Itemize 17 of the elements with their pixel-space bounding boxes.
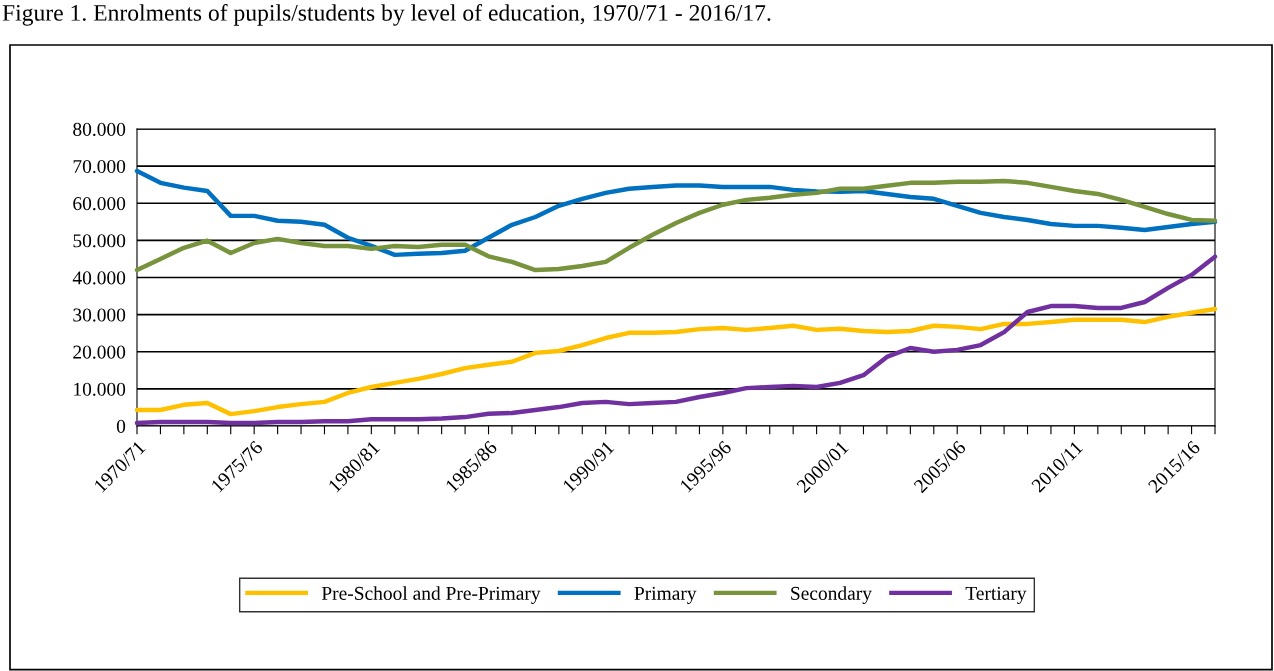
y-tick-label: 10.000 <box>74 382 126 396</box>
y-tick-label: 30.000 <box>73 308 126 322</box>
y-tick-label: 80.000 <box>73 122 126 137</box>
y-tick-label: 70.000 <box>73 159 126 174</box>
legend-label: Primary <box>634 586 697 604</box>
legend-label: Tertiary <box>965 586 1027 604</box>
legend-label: Secondary <box>791 586 872 604</box>
y-tick-label: 20.000 <box>73 345 126 359</box>
legend-label: Pre-School and Pre-Primary <box>321 586 541 604</box>
line-series <box>134 168 1218 258</box>
y-tick-label: 50.000 <box>73 234 126 248</box>
chart-title: Figure 1. Enrolments of pupils/students by level of education, 1970/71 - 2016/17. <box>2 4 771 26</box>
y-tick-label: 60.000 <box>73 197 126 211</box>
line-series <box>134 178 1218 273</box>
line-series <box>134 306 1218 417</box>
y-tick-label: 40.000 <box>72 271 126 285</box>
y-tick-label: 0 <box>116 419 126 433</box>
